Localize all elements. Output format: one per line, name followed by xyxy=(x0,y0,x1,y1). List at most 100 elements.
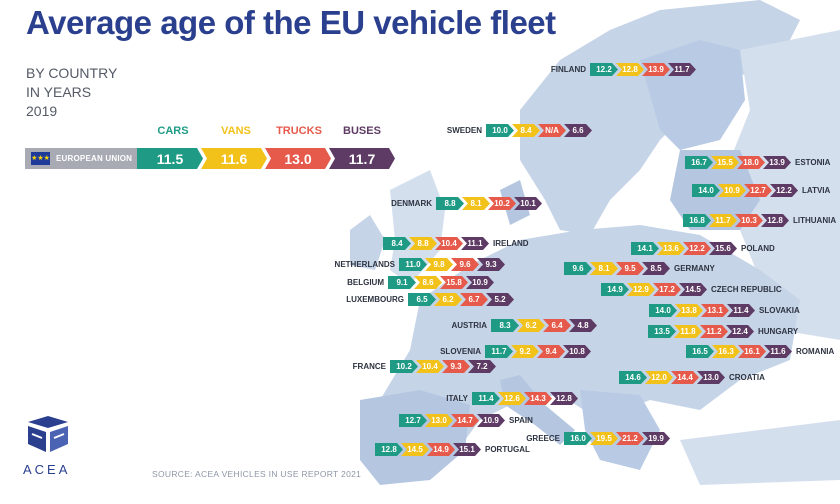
portugal-buses-value: 15.1 xyxy=(453,443,481,456)
france-buses-value: 7.2 xyxy=(468,360,496,373)
slovakia-label: SLOVAKIA xyxy=(759,306,800,315)
czech-republic-vans-value: 12.9 xyxy=(627,283,655,296)
greece-label: GREECE xyxy=(526,434,560,443)
slovakia-cars-value: 14.0 xyxy=(649,304,677,317)
eu-trucks-value: 13.0 xyxy=(265,148,331,169)
estonia-label: ESTONIA xyxy=(795,158,831,167)
germany-trucks-value: 9.5 xyxy=(616,262,644,275)
ireland-vans-value: 8.8 xyxy=(409,237,437,250)
romania-trucks-value: 16.1 xyxy=(738,345,766,358)
hungary-trucks-value: 11.2 xyxy=(700,325,728,338)
france-cars-value: 10.2 xyxy=(390,360,418,373)
estonia-trucks-value: 18.0 xyxy=(737,156,765,169)
poland-trucks-value: 12.2 xyxy=(683,242,711,255)
estonia-vans-value: 15.5 xyxy=(711,156,739,169)
slovenia-buses-value: 10.8 xyxy=(563,345,591,358)
netherlands-trucks-value: 9.6 xyxy=(451,258,479,271)
spain-vans-value: 13.0 xyxy=(425,414,453,427)
slovenia-vans-value: 9.2 xyxy=(511,345,539,358)
source-prefix: SOURCE: xyxy=(152,469,193,479)
latvia-cars-value: 14.0 xyxy=(692,184,720,197)
luxembourg-trucks-value: 6.7 xyxy=(460,293,488,306)
croatia-label: CROATIA xyxy=(729,373,765,382)
hungary-buses-value: 12.4 xyxy=(726,325,754,338)
sweden-cars-value: 10.0 xyxy=(486,124,514,137)
denmark-label: DENMARK xyxy=(391,199,432,208)
hungary-cars-value: 13.5 xyxy=(648,325,676,338)
italy-buses-value: 12.8 xyxy=(550,392,578,405)
netherlands-label: NETHERLANDS xyxy=(334,260,395,269)
lithuania-vans-value: 11.7 xyxy=(709,214,737,227)
denmark-trucks-value: 10.2 xyxy=(488,197,516,210)
greece-trucks-value: 21.2 xyxy=(616,432,644,445)
czech-republic-label: CZECH REPUBLIC xyxy=(711,285,782,294)
croatia-buses-value: 13.0 xyxy=(697,371,725,384)
eu-buses-value: 11.7 xyxy=(329,148,395,169)
austria-trucks-value: 6.4 xyxy=(543,319,571,332)
spain-trucks-value: 14.7 xyxy=(451,414,479,427)
subtitle: BY COUNTRY IN YEARS 2019 xyxy=(26,64,156,121)
netherlands-vans-value: 9.8 xyxy=(425,258,453,271)
czech-republic-cars-value: 14.9 xyxy=(601,283,629,296)
sweden-label: SWEDEN xyxy=(446,126,482,135)
source-note: SOURCE: ACEA VEHICLES IN USE REPORT 2021 xyxy=(152,469,361,479)
france-vans-value: 10.4 xyxy=(416,360,444,373)
italy-vans-value: 12.6 xyxy=(498,392,526,405)
sweden-vans-value: 8.4 xyxy=(512,124,540,137)
belgium-buses-value: 10.9 xyxy=(466,276,494,289)
subtitle-line-2: IN YEARS xyxy=(26,84,92,100)
eu-flag-icon: ★★★ xyxy=(31,152,50,165)
portugal-vans-value: 14.5 xyxy=(401,443,429,456)
slovakia-buses-value: 11.4 xyxy=(727,304,755,317)
estonia-buses-value: 13.9 xyxy=(763,156,791,169)
greece-cars-value: 16.0 xyxy=(564,432,592,445)
italy-trucks-value: 14.3 xyxy=(524,392,552,405)
poland-cars-value: 14.1 xyxy=(631,242,659,255)
spain-label: SPAIN xyxy=(509,416,533,425)
poland-buses-value: 15.6 xyxy=(709,242,737,255)
czech-republic-buses-value: 14.5 xyxy=(679,283,707,296)
croatia-trucks-value: 14.4 xyxy=(671,371,699,384)
legend-buses: BUSES xyxy=(343,125,381,137)
ireland-buses-value: 11.1 xyxy=(461,237,489,250)
acea-logo-icon xyxy=(28,416,68,452)
germany-cars-value: 9.6 xyxy=(564,262,592,275)
ireland-label: IRELAND xyxy=(493,239,529,248)
latvia-trucks-value: 12.7 xyxy=(744,184,772,197)
belgium-vans-value: 8.6 xyxy=(414,276,442,289)
netherlands-buses-value: 9.3 xyxy=(477,258,505,271)
ireland-trucks-value: 10.4 xyxy=(435,237,463,250)
latvia-label: LATVIA xyxy=(802,186,831,195)
ireland-cars-value: 8.4 xyxy=(383,237,411,250)
page-title: Average age of the EU vehicle fleet xyxy=(26,4,556,41)
slovakia-vans-value: 13.8 xyxy=(675,304,703,317)
croatia-cars-value: 14.6 xyxy=(619,371,647,384)
eu-label-text: EUROPEAN UNION xyxy=(56,154,133,163)
legend-trucks: TRUCKS xyxy=(276,125,322,137)
eu-vans-value: 11.6 xyxy=(201,148,267,169)
portugal-label: PORTUGAL xyxy=(485,445,530,454)
romania-label: ROMANIA xyxy=(796,347,835,356)
estonia-cars-value: 16.7 xyxy=(685,156,713,169)
lithuania-label: LITHUANIA xyxy=(793,216,837,225)
italy-label: ITALY xyxy=(446,394,468,403)
luxembourg-buses-value: 5.2 xyxy=(486,293,514,306)
lithuania-buses-value: 12.8 xyxy=(761,214,789,227)
poland-vans-value: 13.6 xyxy=(657,242,685,255)
austria-vans-value: 6.2 xyxy=(517,319,545,332)
germany-vans-value: 8.1 xyxy=(590,262,618,275)
finland-label: FINLAND xyxy=(550,65,586,74)
netherlands-cars-value: 11.0 xyxy=(399,258,427,271)
croatia-vans-value: 12.0 xyxy=(645,371,673,384)
lithuania-trucks-value: 10.3 xyxy=(735,214,763,227)
austria-cars-value: 8.3 xyxy=(491,319,519,332)
germany-label: GERMANY xyxy=(674,264,715,273)
slovakia-trucks-value: 13.1 xyxy=(701,304,729,317)
subtitle-line-3: 2019 xyxy=(26,103,58,119)
luxembourg-label: LUXEMBOURG xyxy=(346,295,404,304)
slovenia-label: SLOVENIA xyxy=(440,347,481,356)
belgium-label: BELGIUM xyxy=(347,278,384,287)
greece-vans-value: 19.5 xyxy=(590,432,618,445)
source-text: ACEA VEHICLES IN USE REPORT 2021 xyxy=(195,469,362,479)
sweden-buses-value: 6.6 xyxy=(564,124,592,137)
